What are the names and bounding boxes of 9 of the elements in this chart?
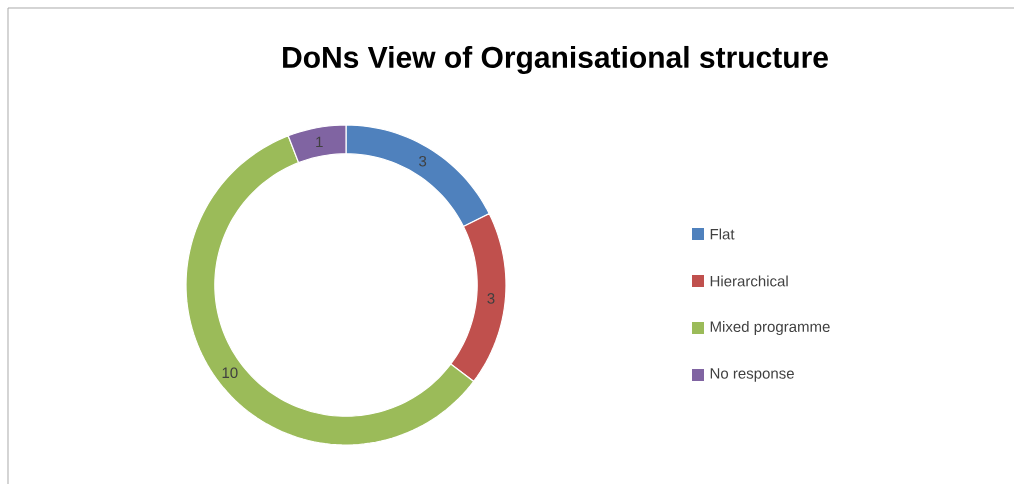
legend-label: Hierarchical xyxy=(710,275,788,287)
data-label: 1 xyxy=(316,136,323,148)
data-label: 3 xyxy=(487,293,495,304)
legend-label: Mixed programme xyxy=(710,321,830,335)
legend-label: Flat xyxy=(710,228,735,240)
legend-label: No response xyxy=(710,368,794,382)
data-label: 10 xyxy=(222,367,238,379)
data-label: 3 xyxy=(419,155,427,167)
chart-title: DoNs View of Organisational structure xyxy=(283,45,828,75)
